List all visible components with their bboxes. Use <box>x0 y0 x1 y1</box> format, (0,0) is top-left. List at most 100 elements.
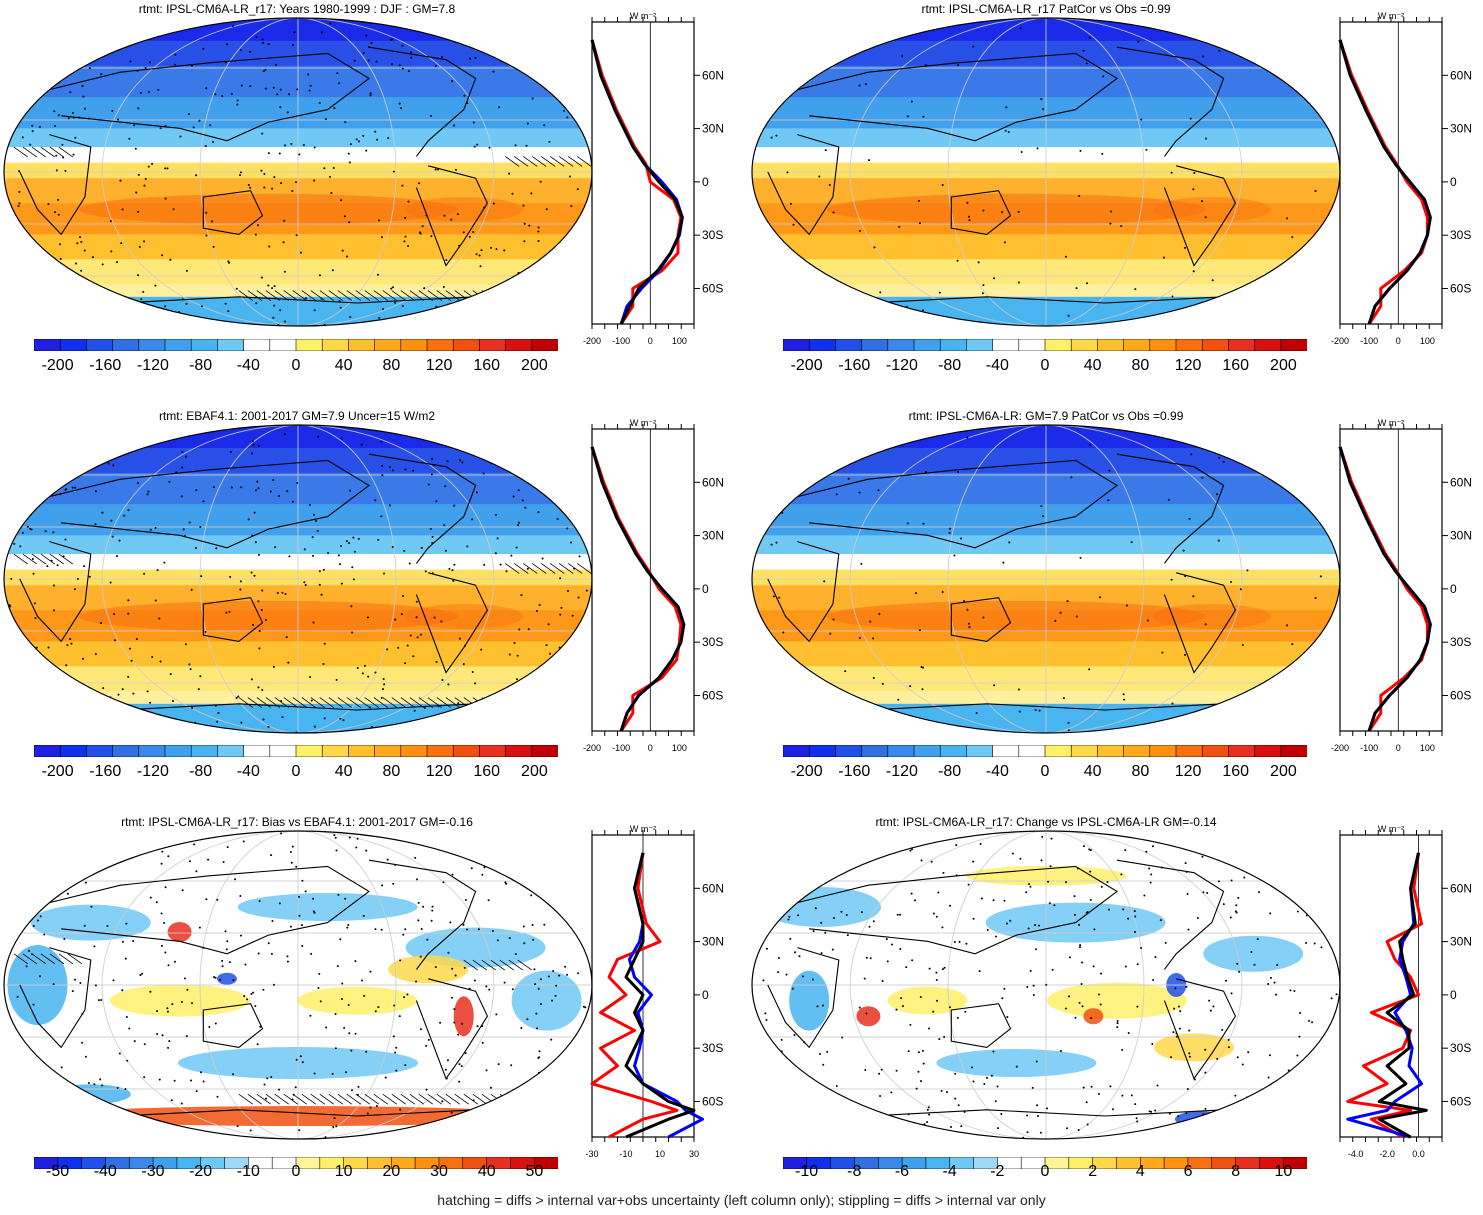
world-map <box>3 830 593 1140</box>
colorbar <box>783 745 1307 757</box>
colorbar-tick-label: 0 <box>291 1163 301 1180</box>
profile-lat-tick-label: 30S <box>1450 228 1471 242</box>
colorbar-swatch <box>939 339 968 351</box>
world-map <box>751 830 1341 1140</box>
colorbar-swatch <box>1097 745 1125 757</box>
colorbar-swatch <box>1018 745 1046 757</box>
colorbar-swatch <box>138 745 166 757</box>
colorbar-tick-label: 40 <box>334 763 353 780</box>
profile-lat-tick-label: 60N <box>702 68 724 82</box>
profile-value-tick-label: -200 <box>1331 743 1349 753</box>
colorbar-swatch <box>164 745 193 757</box>
zonal-profile: W m⁻² 60N 30N 0 30S 60S -30 -10 10 30 <box>585 824 724 1159</box>
colorbar-swatch <box>295 339 324 351</box>
colorbar-swatch <box>1149 745 1177 757</box>
colorbar-tick-label: -10 <box>795 1163 819 1180</box>
colorbar-tick-label: 160 <box>1222 357 1250 374</box>
colorbar-tick-label: 120 <box>1174 357 1202 374</box>
colorbar-swatch <box>112 745 140 757</box>
profile-lat-tick-label: 0 <box>702 582 709 596</box>
colorbar-swatch <box>112 339 140 351</box>
colorbar-swatch <box>505 339 533 351</box>
profile-value-tick-label: 0.0 <box>1412 1149 1425 1159</box>
colorbar-swatch <box>1201 745 1230 757</box>
profile-lat-tick-label: 0 <box>1450 582 1457 596</box>
colorbar-tick-label: -10 <box>236 1163 260 1180</box>
profile-lat-tick-label: 60N <box>1450 881 1472 895</box>
colorbar-swatch <box>966 745 994 757</box>
colorbar-swatch <box>783 745 811 757</box>
colorbar-tick-label: 6 <box>1183 1163 1193 1180</box>
colorbar-tick-label: 120 <box>425 763 453 780</box>
colorbar-tick-label: 200 <box>1270 357 1297 374</box>
colorbar-swatch <box>321 745 350 757</box>
profile-value-tick-label: -2.0 <box>1379 1149 1395 1159</box>
profile-lat-tick-label: 60S <box>702 688 723 702</box>
panel-title: rtmt: IPSL-CM6A-LR_r17: Change vs IPSL-C… <box>875 815 1217 829</box>
colorbar-swatch <box>1070 339 1099 351</box>
colorbar-tick-label: -2 <box>990 1163 1005 1180</box>
colorbar-tick-label: 0 <box>1040 763 1050 780</box>
colorbar-tick-label: -160 <box>89 763 122 780</box>
panel-title: rtmt: EBAF4.1: 2001-2017 GM=7.9 Uncer=15… <box>158 409 436 423</box>
colorbar-swatch <box>34 745 62 757</box>
colorbar-tick-label: 40 <box>477 1163 496 1180</box>
colorbar-tick-label: -80 <box>189 763 213 780</box>
colorbar-swatch <box>1201 339 1230 351</box>
zonal-profile: W m⁻² 60N 30N 0 30S 60S -200 -100 0 100 <box>1331 11 1472 346</box>
profile-line-mean <box>1338 39 1432 325</box>
profile-lat-tick-label: 0 <box>702 988 709 1002</box>
colorbar-tick-label: 50 <box>525 1163 544 1180</box>
profile-value-tick-label: -100 <box>1360 336 1378 346</box>
colorbar-tick-label: -6 <box>894 1163 910 1180</box>
profile-line-obs <box>590 39 683 325</box>
colorbar-tick-label: 0 <box>1040 357 1050 374</box>
colorbar-swatch <box>808 745 837 757</box>
colorbar-swatch <box>505 745 533 757</box>
colorbar-tick-label: -40 <box>985 763 1009 780</box>
colorbar-swatch <box>835 745 863 757</box>
colorbar-tick-label: 200 <box>521 763 548 780</box>
colorbar-swatch <box>243 745 271 757</box>
profile-lat-tick-label: 0 <box>1450 175 1457 189</box>
colorbar-tick-label: -50 <box>46 1163 70 1180</box>
colorbar-tick-label: -120 <box>136 357 169 374</box>
colorbar-labels: -200 -160 -120 -80 -40 0 40 80 120 160 200 <box>34 357 558 377</box>
colorbar-swatch <box>1123 745 1151 757</box>
colorbar-tick-label: 2 <box>1088 1163 1098 1180</box>
colorbar-tick-label: 10 <box>1274 1163 1293 1180</box>
colorbar-swatch <box>1228 339 1256 351</box>
colorbar-tick-label: -40 <box>236 357 260 374</box>
world-map <box>751 17 1341 327</box>
colorbar-tick-label: 80 <box>1131 357 1150 374</box>
panel-title: rtmt: IPSL-CM6A-LR_r17 PatCor vs Obs =0.… <box>921 2 1171 16</box>
colorbar-tick-label: -200 <box>41 357 74 374</box>
profile-value-tick-label: -200 <box>583 743 601 753</box>
colorbar-swatch <box>1070 745 1099 757</box>
colorbar-swatch <box>1254 339 1282 351</box>
colorbar-tick-label: 4 <box>1135 1163 1145 1180</box>
profile-line-mean <box>1377 852 1428 1139</box>
colorbar-tick-label: -80 <box>189 357 213 374</box>
colorbar-swatch <box>1254 745 1282 757</box>
colorbar-labels: -50 -40 -30 -20 -10 0 10 20 30 40 50 <box>34 1163 558 1183</box>
colorbar-tick-label: -4 <box>942 1163 957 1180</box>
colorbar-swatch <box>243 339 271 351</box>
colorbar <box>34 745 558 757</box>
profile-value-tick-label: -100 <box>612 743 630 753</box>
profile-lat-tick-label: 30S <box>702 635 723 649</box>
colorbar-tick-label: -200 <box>790 357 823 374</box>
colorbar-tick-label: -120 <box>885 763 918 780</box>
colorbar-swatch <box>887 745 915 757</box>
colorbar-tick-label: 20 <box>382 1163 401 1180</box>
colorbar-swatch <box>1175 745 1204 757</box>
profile-lat-tick-label: 30S <box>1450 1041 1471 1055</box>
profile-value-tick-label: 100 <box>1420 336 1435 346</box>
colorbar <box>34 339 558 351</box>
world-map <box>751 424 1341 734</box>
zonal-profile: W m⁻² 60N 30N 0 30S 60S -200 -100 0 100 <box>1331 418 1472 753</box>
world-map <box>3 17 593 327</box>
colorbar-tick-label: -160 <box>89 357 122 374</box>
colorbar-tick-label: -30 <box>141 1163 165 1180</box>
colorbar-tick-label: 30 <box>430 1163 448 1180</box>
